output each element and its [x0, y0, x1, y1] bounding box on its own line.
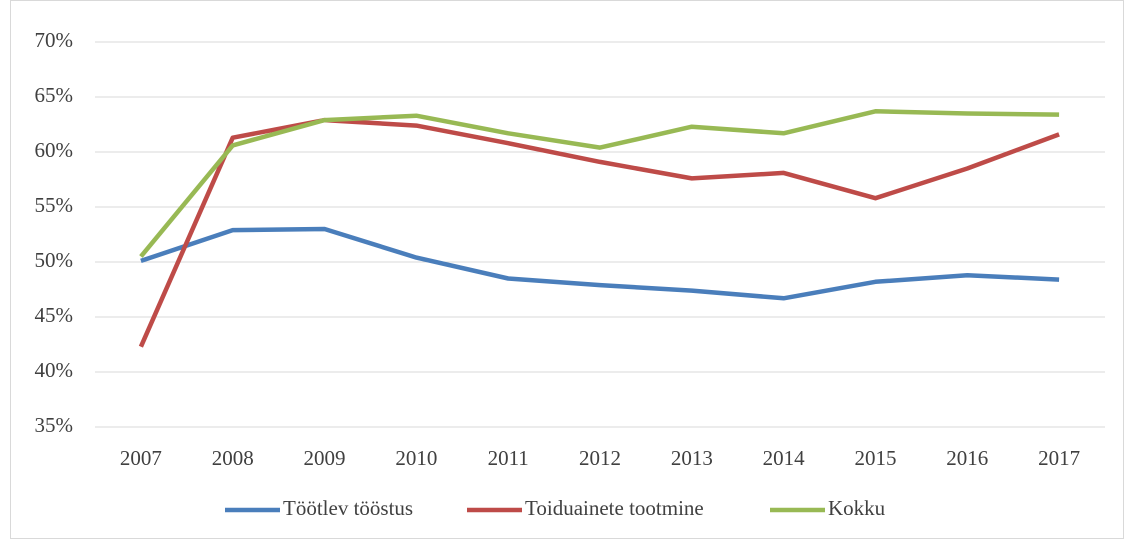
y-tick-label: 40%	[35, 358, 74, 382]
legend-label: Kokku	[828, 496, 886, 520]
y-tick-label: 70%	[35, 28, 74, 52]
series-line	[140, 226, 1060, 301]
series-line	[138, 117, 1060, 348]
chart-frame	[10, 0, 1124, 539]
x-tick-label: 2012	[579, 446, 621, 470]
x-tick-label: 2013	[671, 446, 713, 470]
y-tick-label: 65%	[35, 83, 74, 107]
x-tick-label: 2010	[395, 446, 437, 470]
x-tick-label: 2007	[120, 446, 162, 470]
x-tick-label: 2017	[1038, 446, 1080, 470]
x-tick-label: 2016	[946, 446, 988, 470]
x-tick-label: 2011	[488, 446, 529, 470]
y-tick-label: 35%	[35, 413, 74, 437]
y-tick-label: 45%	[35, 303, 74, 327]
x-tick-label: 2009	[304, 446, 346, 470]
x-tick-label: 2014	[763, 446, 806, 470]
y-tick-label: 55%	[35, 193, 74, 217]
series-line	[139, 109, 1060, 258]
y-tick-label: 60%	[35, 138, 74, 162]
x-tick-label: 2015	[854, 446, 896, 470]
x-tick-label: 2008	[212, 446, 254, 470]
legend-label: Toiduainete tootmine	[525, 496, 704, 520]
y-tick-label: 50%	[35, 248, 74, 272]
legend-label: Töötlev tööstus	[283, 496, 413, 520]
